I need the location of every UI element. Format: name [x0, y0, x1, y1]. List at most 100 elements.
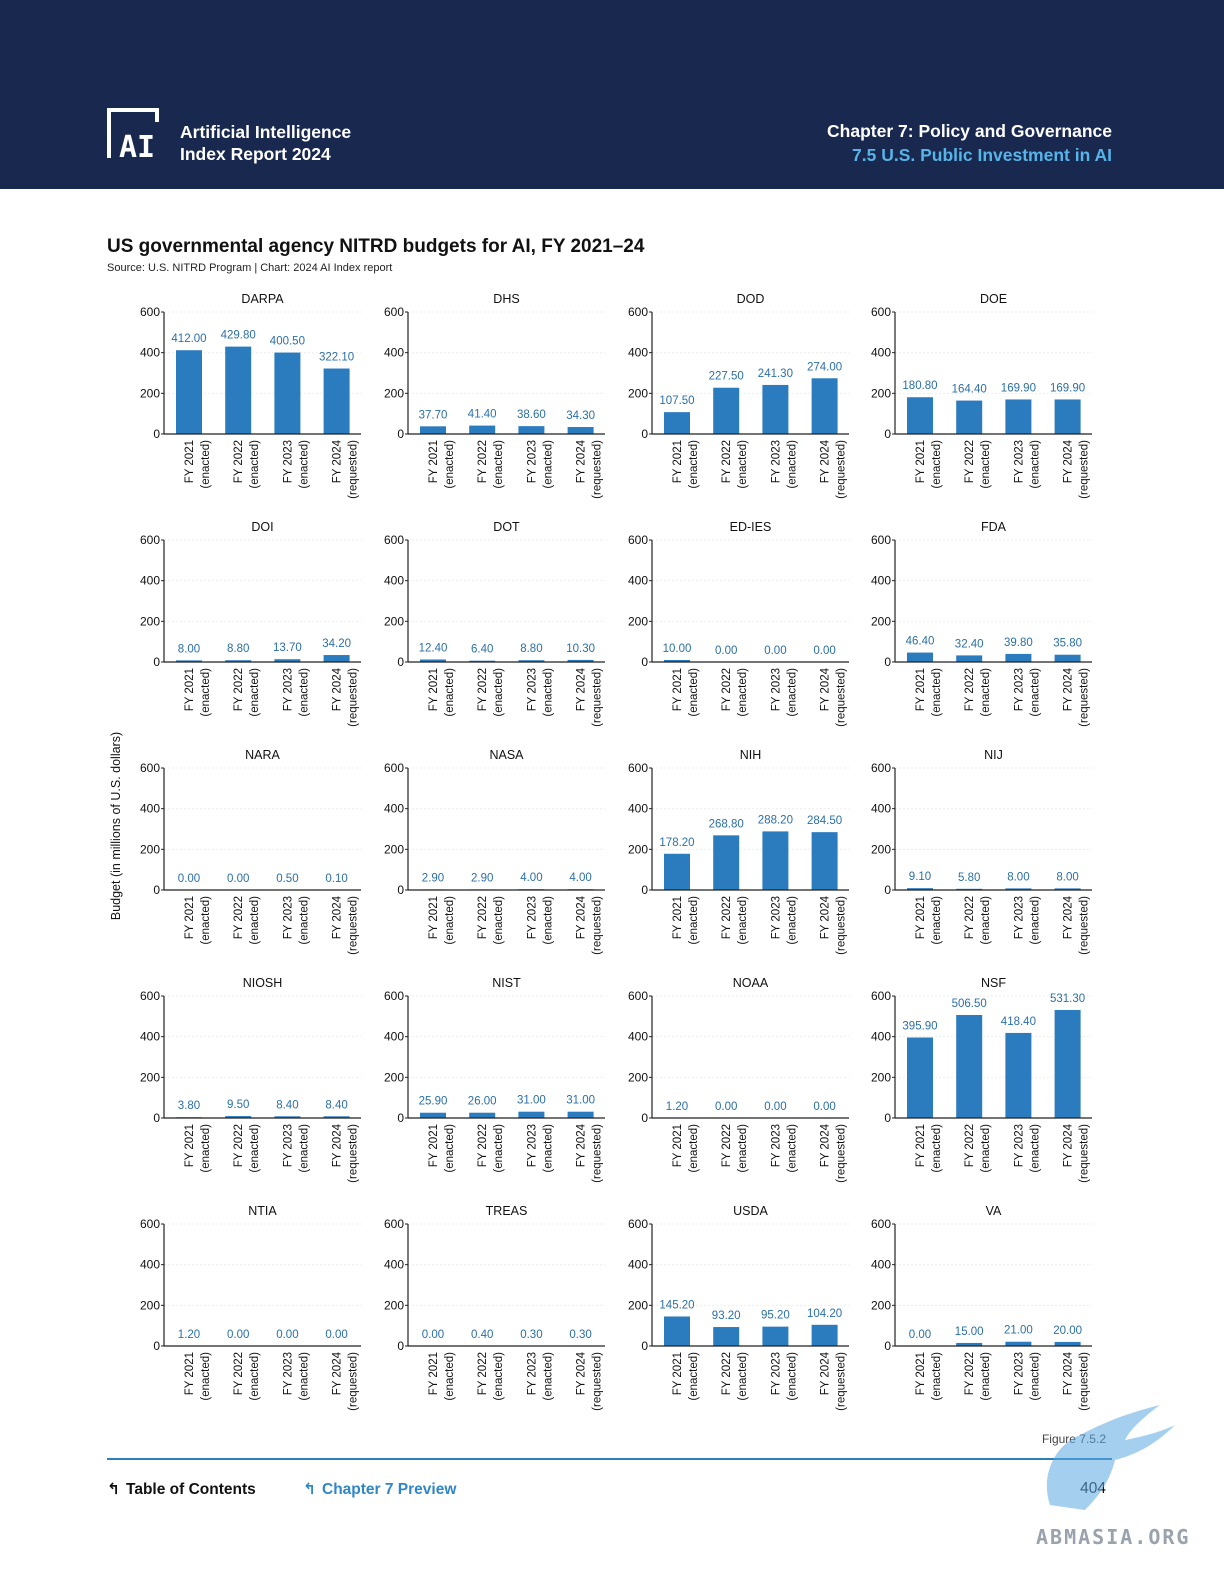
bar: [323, 655, 350, 662]
y-tick-label: 400: [628, 802, 648, 816]
x-tick-label-year: FY 2022: [964, 1352, 976, 1395]
x-tick-label-year: FY 2024: [576, 1123, 588, 1167]
bar: [323, 368, 350, 434]
y-tick-label: 600: [871, 761, 891, 775]
x-tick-label-status: (requested): [836, 440, 848, 499]
x-tick-label-year: FY 2024: [576, 1351, 588, 1395]
y-tick-label: 200: [140, 386, 160, 400]
bar: [1054, 654, 1081, 662]
x-tick-label: FY 2022 (enacted): [477, 896, 505, 945]
x-tick-label: FY 2023 (enacted): [770, 440, 798, 489]
y-tick-label: 600: [384, 533, 404, 547]
bar-value-label: 241.30: [758, 368, 793, 380]
bar-value-label: 0.00: [178, 873, 200, 885]
bar-value-label: 104.20: [807, 1308, 842, 1320]
y-tick-label: 600: [384, 989, 404, 1003]
x-tick-label: FY 2024 (requested): [820, 1351, 848, 1410]
x-tick-label-year: FY 2022: [233, 440, 245, 483]
x-tick-label-year: FY 2024: [820, 1351, 832, 1395]
y-tick-label: 0: [397, 655, 404, 669]
bar-value-label: 2.90: [422, 872, 444, 884]
x-tick-label-status: (enacted): [931, 1352, 943, 1401]
x-tick-label: FY 2023 (enacted): [526, 896, 554, 945]
x-tick-label-status: (enacted): [298, 896, 310, 945]
x-tick-label: FY 2024 (requested): [1063, 1123, 1091, 1182]
panel-title: NARA: [245, 748, 280, 762]
y-tick-label: 200: [628, 1070, 648, 1084]
x-tick-label-status: (enacted): [200, 440, 212, 489]
x-tick-label-status: (requested): [592, 896, 604, 955]
bar: [469, 425, 496, 434]
x-tick-label: FY 2021 (enacted): [915, 896, 943, 945]
x-tick-label-year: FY 2023: [282, 1124, 294, 1167]
bar-value-label: 8.40: [276, 1099, 298, 1111]
x-tick-label-status: (enacted): [200, 668, 212, 717]
table-of-contents-link[interactable]: ↰ Table of Contents: [107, 1480, 256, 1499]
x-tick-label: FY 2023 (enacted): [770, 1352, 798, 1401]
bar-value-label: 32.40: [955, 638, 984, 650]
y-tick-label: 200: [871, 1298, 891, 1312]
bar-value-label: 180.80: [902, 380, 937, 392]
x-tick-label: FY 2022 (enacted): [964, 668, 992, 717]
panel-title: DOE: [980, 292, 1007, 306]
x-tick-label: FY 2022 (enacted): [964, 896, 992, 945]
bar-value-label: 0.00: [813, 1101, 835, 1113]
bar: [274, 659, 301, 662]
section-title: 7.5 U.S. Public Investment in AI: [852, 145, 1112, 165]
x-tick-label: FY 2024 (requested): [820, 439, 848, 498]
x-tick-label-year: FY 2023: [526, 668, 538, 711]
x-tick-label: FY 2023 (enacted): [1013, 440, 1041, 489]
bar: [469, 660, 496, 662]
x-tick-label-status: (requested): [1079, 1124, 1091, 1183]
bar: [518, 660, 545, 662]
x-tick-label: FY 2024 (requested): [820, 895, 848, 954]
y-tick-label: 0: [884, 1111, 891, 1125]
bar: [1054, 888, 1081, 890]
x-tick-label: FY 2023 (enacted): [770, 668, 798, 717]
chapter-preview-link[interactable]: ↰ Chapter 7 Preview: [303, 1480, 456, 1499]
bar-value-label: 38.60: [517, 409, 546, 421]
bar-value-label: 400.50: [270, 336, 305, 348]
x-tick-label: FY 2024 (requested): [1063, 1351, 1091, 1410]
y-tick-label: 400: [140, 1030, 160, 1044]
bar: [420, 659, 446, 662]
y-tick-label: 0: [153, 883, 160, 897]
x-tick-label: FY 2024 (requested): [332, 667, 360, 726]
bar-value-label: 0.00: [715, 645, 737, 657]
x-tick-label-year: FY 2022: [233, 668, 245, 711]
x-tick-label-status: (requested): [348, 440, 360, 499]
bar-value-label: 0.00: [276, 1329, 298, 1341]
panel-darpa: DARPA 0 200 400 600 412.00 FY 2021 (enacted) 429…: [140, 292, 361, 499]
y-tick-label: 0: [397, 1111, 404, 1125]
bar: [1054, 1009, 1081, 1118]
x-tick-label-year: FY 2023: [770, 668, 782, 711]
chart-title: US governmental agency NITRD budgets for…: [107, 236, 645, 257]
x-tick-label: FY 2022 (enacted): [721, 1124, 749, 1173]
y-tick-label: 200: [140, 842, 160, 856]
x-tick-label: FY 2024 (requested): [576, 1351, 604, 1410]
x-tick-label: FY 2022 (enacted): [477, 1124, 505, 1173]
bar-value-label: 169.90: [1050, 382, 1085, 394]
bar: [811, 1324, 838, 1346]
x-tick-label-status: (enacted): [1029, 440, 1041, 489]
y-tick-label: 400: [871, 574, 891, 588]
panel-title: NIH: [740, 748, 762, 762]
bar-value-label: 227.50: [709, 371, 744, 383]
y-tick-label: 0: [641, 1111, 648, 1125]
x-tick-label-status: (enacted): [737, 896, 749, 945]
panel-niosh: NIOSH 0 200 400 600 3.80 FY 2021 (enacted) 9.50 F…: [140, 976, 361, 1183]
y-tick-label: 400: [140, 802, 160, 816]
x-tick-label-status: (enacted): [444, 896, 456, 945]
x-tick-label-status: (enacted): [931, 1124, 943, 1173]
x-tick-label-year: FY 2024: [332, 439, 344, 483]
y-tick-label: 0: [153, 427, 160, 441]
ai-index-logo: AI: [107, 108, 159, 160]
x-tick-label-status: (enacted): [786, 440, 798, 489]
x-tick-label-year: FY 2022: [721, 440, 733, 483]
bar: [225, 1116, 252, 1118]
bar-value-label: 8.00: [1007, 871, 1029, 883]
panel-title: TREAS: [486, 1204, 528, 1218]
